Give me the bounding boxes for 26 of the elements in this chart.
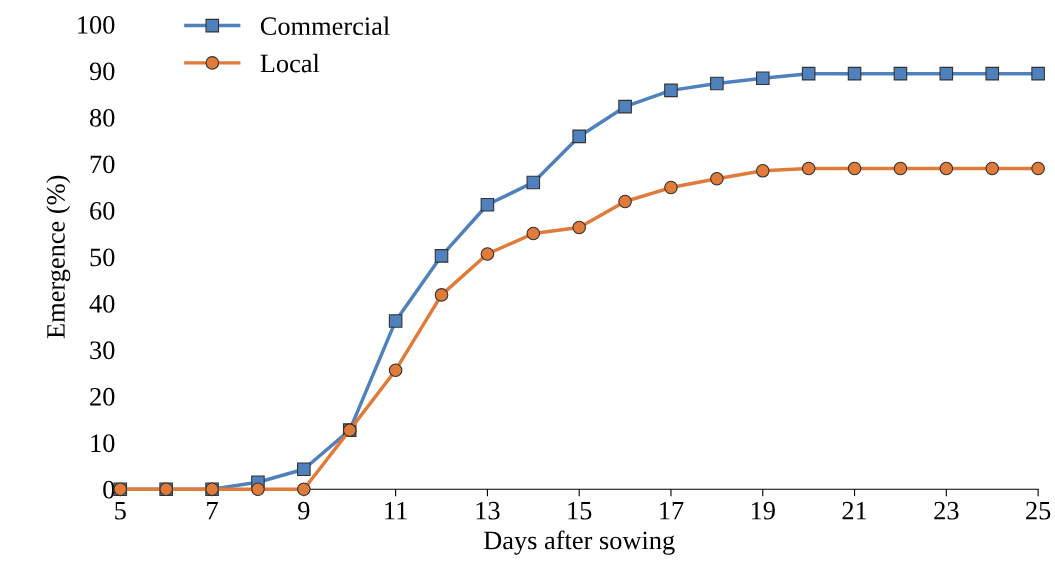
x-tick-label: 13 xyxy=(476,501,500,520)
y-tick-label: 90 xyxy=(89,62,115,81)
y-tick-label: 30 xyxy=(90,341,115,360)
y-tick-label: 20 xyxy=(90,387,115,406)
legend-label: Local xyxy=(260,53,320,73)
y-tick-label: 60 xyxy=(90,201,115,220)
x-tick-label: 9 xyxy=(298,501,310,520)
x-tick-label: 17 xyxy=(660,501,684,520)
x-tick-label: 11 xyxy=(385,501,407,520)
y-tick-label: 80 xyxy=(90,108,115,127)
x-axis-title: Days after sowing xyxy=(483,530,675,555)
x-tick-label: 21 xyxy=(842,501,867,520)
y-tick-label: 50 xyxy=(90,248,115,267)
y-axis-title: Emergence (%) xyxy=(46,175,71,339)
y-tick-label: 10 xyxy=(91,434,115,453)
x-tick-label: 23 xyxy=(934,501,959,520)
x-tick-label: 7 xyxy=(207,502,218,520)
x-tick-label: 25 xyxy=(1026,501,1051,520)
y-tick-label: 0 xyxy=(103,480,115,499)
y-tick-label: 70 xyxy=(90,155,115,174)
y-tick-label: 40 xyxy=(89,294,115,313)
legend-label: Commercial xyxy=(260,16,390,36)
y-tick-label: 100 xyxy=(78,16,115,34)
x-tick-label: 5 xyxy=(115,502,126,520)
x-tick-label: 19 xyxy=(751,501,775,520)
x-tick-label: 15 xyxy=(568,501,592,520)
